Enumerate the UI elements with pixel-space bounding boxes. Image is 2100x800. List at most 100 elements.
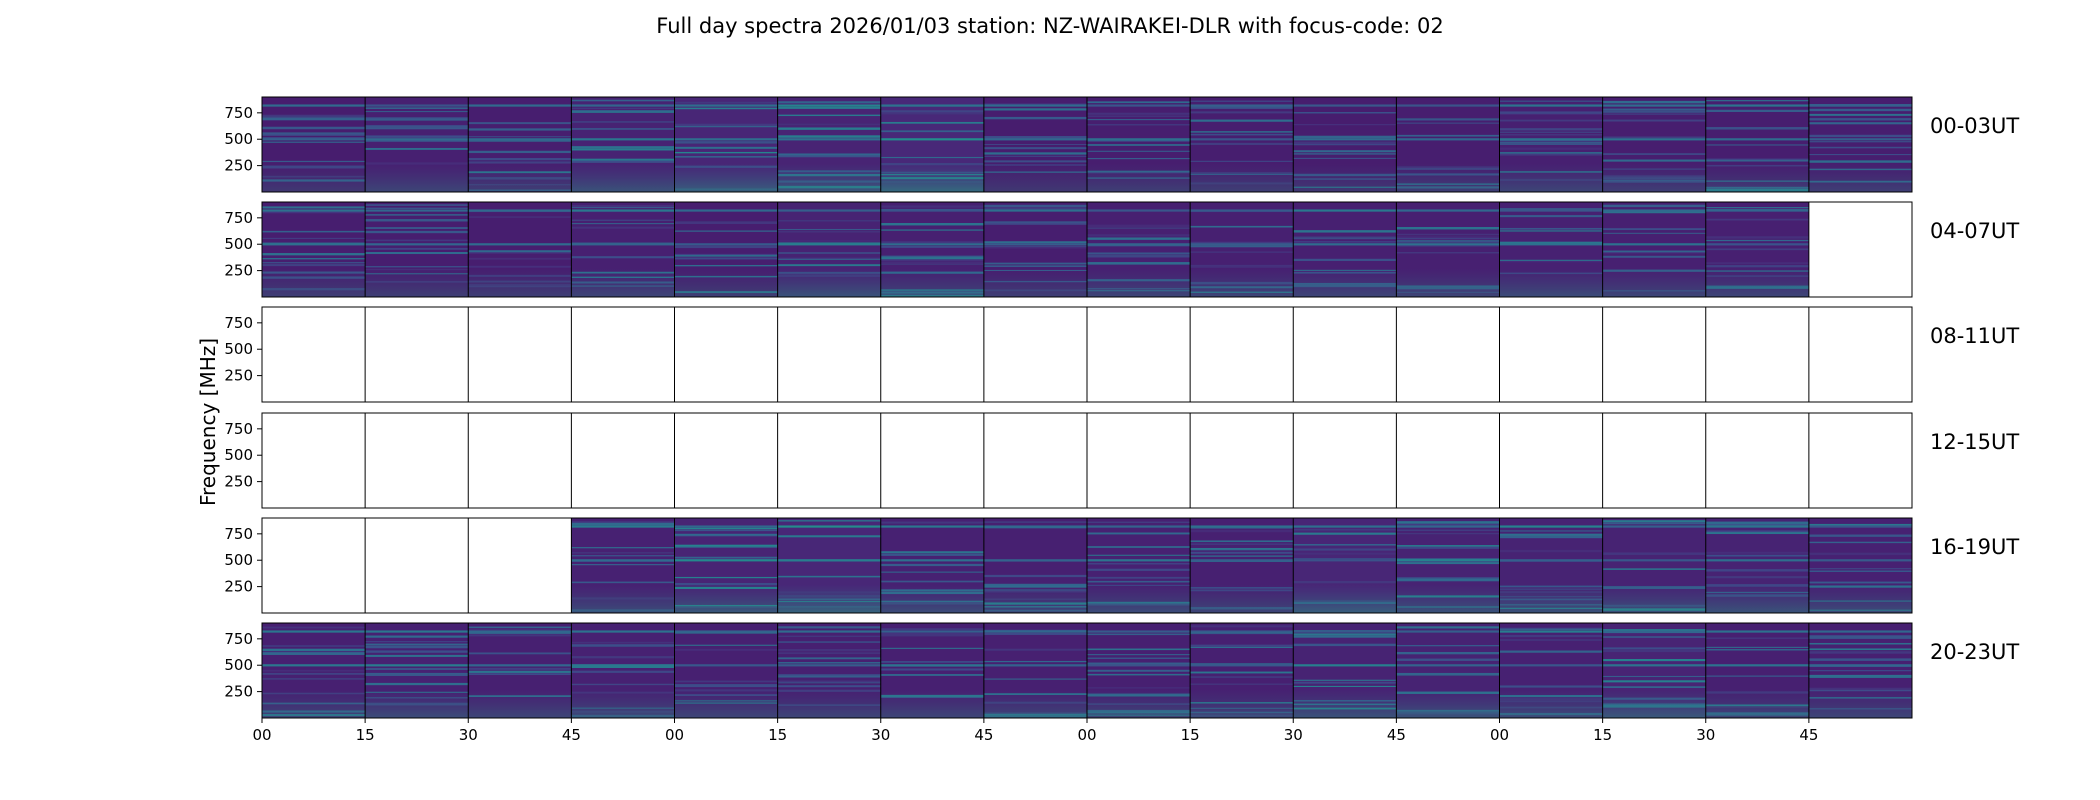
spectrum-noise [1087,584,1191,613]
spectrum-line [1396,134,1500,137]
spectrum-segment [467,413,572,508]
spectrum-band [365,104,469,107]
spectrum-line [571,110,675,113]
spectrum-segment [262,202,366,297]
spectrum-band [1293,209,1397,212]
spectrum-band [1602,209,1706,212]
spectrum-noise [365,163,469,192]
spectrum-line [1499,119,1603,122]
spectrum-line [1808,635,1912,638]
spectrum-line [777,106,881,109]
spectrum-line [1705,218,1809,221]
spectrum-line [1190,100,1294,102]
spectrum-line [1499,131,1603,133]
spectrum-line [880,130,984,133]
spectrum-line [674,684,778,688]
spectrum-segment [674,97,778,192]
spectrum-line [674,644,778,646]
spectrum-line [983,245,1087,248]
spectrum-segment [1602,518,1706,613]
spectrum-band [674,630,778,633]
spectrum-line [1602,232,1706,234]
spectrum-line [262,645,366,647]
spectrum-line [1499,208,1603,211]
spectrum-line [983,265,1087,268]
spectrum-band [1396,209,1500,212]
row-panel: 250 500 750 12-15UT [224,412,2019,509]
spectrum-band [1705,664,1809,667]
spectrum-line [1705,646,1809,648]
spectrum-segment [570,97,675,192]
spectrum-band [1396,559,1500,562]
spectrum-band [571,630,675,633]
spectrum-line [1705,236,1809,239]
spectrum-segment [1499,518,1603,613]
spectrum-line [365,125,469,128]
spectrum-segment [570,413,675,508]
spectrum-line [674,556,778,559]
spectrum-segment [1705,97,1809,192]
spectrum-band [1705,559,1809,562]
spectrum-line [1293,685,1397,687]
spectrum-line [1705,207,1809,210]
spectrum-line [468,626,572,629]
spectrum-line [1602,680,1706,683]
spectrum-noise [1705,584,1809,613]
spectrum-band [983,104,1087,107]
spectrum-line [777,626,881,629]
spectrum-line [365,117,469,120]
panel-frame [261,517,1913,614]
spectrum-line [1499,227,1603,230]
spectrum-line [1602,250,1706,254]
spectrum-band [1087,559,1191,562]
spectrum-line [674,544,778,548]
spectrum-segment [467,97,572,192]
spectrum-line [1705,100,1809,102]
spectrum-line [880,563,984,567]
spectrum-band [571,138,675,141]
spectrum-band [1602,525,1706,528]
spectrum-line [1396,251,1500,254]
row-panel: 250 500 750 08-11UT [224,306,2019,403]
spectrum-line [468,161,572,164]
row-panel: 250 500 750 20-23UT [224,622,2019,719]
spectrum-line [1293,532,1397,535]
spectrum-line [674,253,778,256]
spectrum-noise [571,268,675,297]
spectrum-line [571,158,675,161]
spectrum-band [1293,559,1397,562]
row-label: 08-11UT [1930,324,2019,348]
spectrum-band [1087,630,1191,633]
spectrum-line [365,674,469,676]
spectrum-line [1293,135,1397,139]
spectrum-noise [262,163,366,192]
spectrum-line [880,110,984,113]
spectrum-band [777,104,881,107]
spectrum-segment [1808,307,1912,402]
spectrum-line [983,207,1087,210]
spectrum-band [1190,630,1294,633]
y-tick-label: 500 [224,130,253,148]
spectrum-segment [674,307,778,402]
spectrum-line [1190,133,1294,136]
spectrum-band [1087,138,1191,141]
spectrum-line [571,128,675,130]
spectrum-band [571,525,675,528]
spectrum-line [365,135,469,138]
spectrum-noise [1396,689,1500,718]
empty-segment [262,413,366,508]
spectrum-band [1705,525,1809,528]
spectrum-line [674,101,778,104]
spectrum-segment [1602,97,1706,192]
spectrum-segment [1602,623,1706,718]
spectrum-line [1087,654,1191,656]
spectrum-band [983,138,1087,141]
spectrum-line [1190,266,1294,268]
spectrum-line [1190,551,1294,554]
spectrum-segment [570,307,675,402]
spectrum-segment [262,307,366,402]
spectrum-line [262,253,366,256]
spectrum-line [1705,248,1809,251]
empty-segment [983,413,1087,508]
spectrum-line [983,160,1087,163]
